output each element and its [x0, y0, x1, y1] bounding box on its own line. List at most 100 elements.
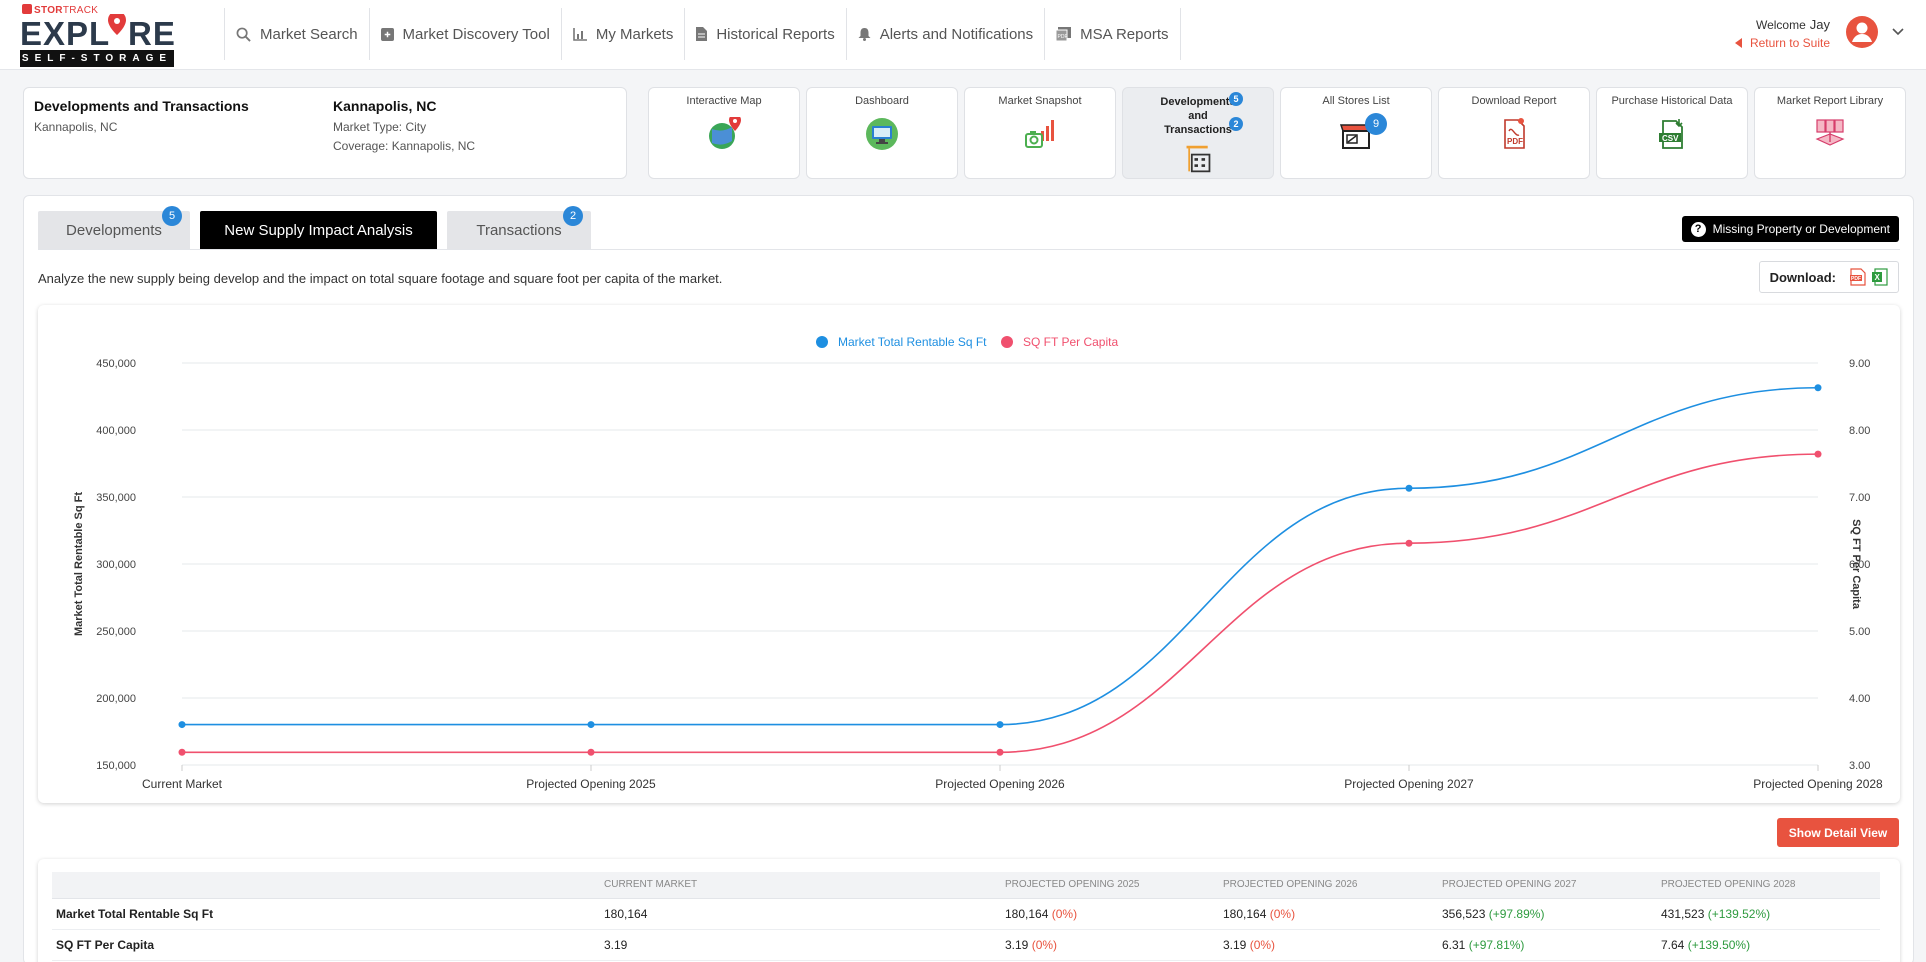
y-tick-label: 200,000 [96, 693, 136, 705]
snapshot-icon [1025, 120, 1054, 148]
main-nav: Market Search Market Discovery Tool My M… [224, 8, 1181, 60]
nav-label: Alerts and Notifications [879, 25, 1034, 43]
table-cell: 180,164 [600, 898, 1001, 930]
excel-download-icon[interactable]: X [1872, 268, 1888, 286]
x-tick-label: Current Market [142, 777, 223, 791]
y-tick-label: 350,000 [96, 492, 136, 504]
user-icon [1852, 22, 1872, 42]
table-cell: 3.19 (0%) [1219, 929, 1438, 961]
nav-label: My Markets [595, 25, 674, 43]
missing-property-button[interactable]: ? Missing Property or Development [1681, 216, 1899, 242]
stortrack-brand: STORTRACK [22, 4, 98, 16]
row-label: SQ FT Per Capita [52, 929, 600, 961]
pdf-download-icon[interactable]: PDF [1850, 268, 1866, 286]
table-cell: 180,164 (0%) [1219, 898, 1438, 930]
tile-developments-and-transactions[interactable]: Developments and Transactions 5 2 [1122, 87, 1274, 179]
legend-marker [816, 336, 828, 348]
legend-label: SQ FT Per Capita [1023, 335, 1118, 349]
tile-market-report-library[interactable]: Market Report Library [1754, 87, 1906, 179]
avatar[interactable] [1846, 16, 1878, 48]
svg-text:PDF: PDF [1851, 276, 1861, 282]
tile-market-snapshot[interactable]: Market Snapshot [964, 87, 1116, 179]
tile-label: Interactive Map [686, 95, 762, 107]
logo-subtitle: SELF-STORAGE [20, 50, 174, 67]
download-label: Download: [1769, 269, 1836, 285]
back-arrow-icon [1734, 38, 1742, 48]
tab-new-supply-impact-analysis[interactable]: New Supply Impact Analysis [200, 211, 437, 250]
explorer-logo[interactable]: STORTRACK EXPL RER SELF-STORAGE [20, 4, 200, 67]
table-cell: 431,523 (+139.52%) [1657, 898, 1880, 930]
stores-count-badge: 9 [1365, 113, 1387, 135]
return-to-suite-link[interactable]: Return to Suite [1734, 36, 1830, 50]
tile-label: Download Report [1471, 95, 1557, 107]
tab-badge: 5 [162, 206, 182, 226]
nav-alerts[interactable]: Alerts and Notifications [845, 8, 1044, 60]
tab-developments[interactable]: Developments 5 [38, 206, 190, 250]
user-menu[interactable]: Welcome Jay Return to Suite [1706, 14, 1906, 54]
nav-market-search[interactable]: Market Search [224, 8, 369, 60]
top-navigation-bar: STORTRACK EXPL RER SELF-STORAGE Market S… [0, 0, 1926, 70]
tile-purchase-historical-data[interactable]: Purchase Historical Data CSV [1596, 87, 1748, 179]
building-icon [1186, 145, 1211, 173]
x-tick-label: Projected Opening 2027 [1344, 777, 1474, 791]
series-line-total-rentable-sqft [181, 386, 1819, 726]
dashboard-icon [866, 118, 898, 150]
tab-label: Transactions [476, 222, 562, 239]
svg-text:CSV: CSV [1662, 134, 1679, 143]
tile-label: Market Report Library [1776, 95, 1884, 107]
y2-tick-label: 7.00 [1849, 492, 1870, 504]
tool-tiles: Interactive Map Dashboard Market Snapsho… [648, 87, 1906, 179]
y-tick-label: 150,000 [96, 760, 136, 772]
market-name: Kannapolis, NC [333, 98, 437, 114]
question-icon: ? [1690, 221, 1706, 237]
data-point-total-rentable-sqft [587, 721, 595, 729]
nav-label: Market Search [260, 25, 358, 43]
row-label: Market Total Rentable Sq Ft [52, 898, 600, 930]
summary-table-card: CURRENT MARKET PROJECTED OPENING 2025 PR… [38, 859, 1900, 962]
nav-msa-reports[interactable]: PDF MSA Reports [1044, 8, 1181, 60]
table-header: PROJECTED OPENING 2027 [1438, 872, 1657, 899]
pdf-file-icon: PDF [1504, 118, 1525, 149]
nav-my-markets[interactable]: My Markets [560, 8, 685, 60]
table-cell: 6.31 (+97.81%) [1438, 929, 1657, 961]
market-info-card: Developments and Transactions Kannapolis… [23, 87, 627, 179]
nav-label: MSA Reports [1080, 25, 1169, 43]
tile-interactive-map[interactable]: Interactive Map [648, 87, 800, 179]
table-row: Market Total Rentable Sq Ft 180,164 180,… [52, 898, 1880, 930]
tile-all-stores-list[interactable]: All Stores List 9 [1280, 87, 1432, 179]
y-tick-label: 450,000 [96, 358, 136, 370]
nav-market-discovery-tool[interactable]: Market Discovery Tool [368, 8, 561, 60]
transactions-count-badge: 2 [1229, 117, 1243, 131]
tab-transactions[interactable]: Transactions 2 [447, 206, 591, 250]
y2-tick-label: 9.00 [1849, 358, 1870, 370]
table-cell: 356,523 (+97.89%) [1438, 898, 1657, 930]
y2-tick-label: 5.00 [1849, 626, 1870, 638]
table-header: PROJECTED OPENING 2026 [1219, 872, 1438, 899]
svg-text:PDF: PDF [1058, 34, 1068, 40]
summary-table: CURRENT MARKET PROJECTED OPENING 2025 PR… [52, 872, 1880, 961]
y-tick-label: 300,000 [96, 559, 136, 571]
table-header: PROJECTED OPENING 2028 [1657, 872, 1880, 899]
tile-dashboard[interactable]: Dashboard [806, 87, 958, 179]
supply-impact-chart: 450,000 400,000 350,000 300,000 250,000 200,0… [38, 305, 1900, 803]
search-icon [236, 27, 251, 42]
nav-label: Market Discovery Tool [402, 25, 550, 43]
legend-label: Market Total Rentable Sq Ft [838, 335, 987, 349]
download-group: Download: PDF X [1758, 261, 1899, 293]
table-header-row: CURRENT MARKET PROJECTED OPENING 2025 PR… [52, 872, 1880, 899]
developments-count-badge: 5 [1229, 92, 1243, 106]
csv-icon: CSV [1659, 119, 1683, 149]
table-cell: 180,164 (0%) [1001, 898, 1219, 930]
welcome-text: Welcome Jay [1755, 17, 1830, 32]
svg-text:PDF: PDF [1507, 137, 1523, 146]
section-location: Kannapolis, NC [34, 120, 118, 134]
chevron-down-icon[interactable] [1890, 24, 1906, 40]
tab-divider [38, 249, 1900, 250]
store-icon [1339, 124, 1373, 149]
tile-label: All Stores List [1322, 95, 1390, 107]
library-icon [1815, 119, 1845, 146]
show-detail-view-button[interactable]: Show Detail View [1777, 818, 1899, 847]
nav-historical-reports[interactable]: Historical Reports [684, 8, 845, 60]
bell-icon [858, 28, 871, 41]
tile-download-report[interactable]: Download Report PDF [1438, 87, 1590, 179]
